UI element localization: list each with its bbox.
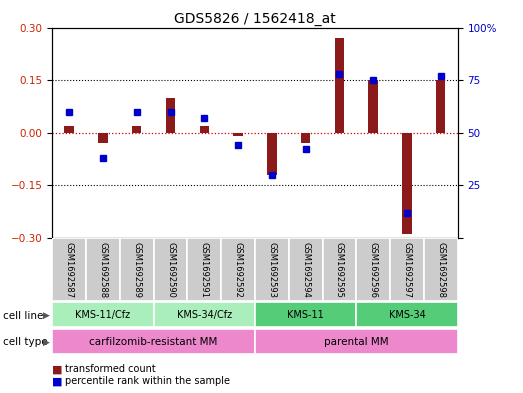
Bar xyxy=(200,126,209,132)
Bar xyxy=(233,132,243,136)
Text: KMS-34: KMS-34 xyxy=(389,310,425,320)
FancyBboxPatch shape xyxy=(390,238,424,301)
Text: percentile rank within the sample: percentile rank within the sample xyxy=(65,376,230,386)
Text: GSM1692597: GSM1692597 xyxy=(403,242,412,298)
FancyBboxPatch shape xyxy=(154,238,187,301)
FancyBboxPatch shape xyxy=(424,238,458,301)
Text: GSM1692590: GSM1692590 xyxy=(166,242,175,298)
Text: GSM1692591: GSM1692591 xyxy=(200,242,209,298)
FancyBboxPatch shape xyxy=(86,238,120,301)
FancyBboxPatch shape xyxy=(52,238,86,301)
Text: GSM1692593: GSM1692593 xyxy=(267,242,276,298)
Text: ■: ■ xyxy=(52,376,63,386)
Text: KMS-34/Cfz: KMS-34/Cfz xyxy=(177,310,232,320)
FancyBboxPatch shape xyxy=(356,302,458,327)
Text: ■: ■ xyxy=(52,364,63,375)
Bar xyxy=(368,80,378,132)
FancyBboxPatch shape xyxy=(323,238,356,301)
Bar xyxy=(166,97,175,132)
Bar xyxy=(267,132,277,174)
Bar xyxy=(335,38,344,132)
Title: GDS5826 / 1562418_at: GDS5826 / 1562418_at xyxy=(174,13,336,26)
FancyBboxPatch shape xyxy=(255,329,458,354)
Bar xyxy=(132,126,141,132)
Text: GSM1692588: GSM1692588 xyxy=(98,242,107,298)
Bar xyxy=(301,132,310,143)
FancyBboxPatch shape xyxy=(221,238,255,301)
FancyBboxPatch shape xyxy=(356,238,390,301)
Text: carfilzomib-resistant MM: carfilzomib-resistant MM xyxy=(89,336,218,347)
Text: GSM1692592: GSM1692592 xyxy=(234,242,243,298)
Text: GSM1692594: GSM1692594 xyxy=(301,242,310,298)
FancyBboxPatch shape xyxy=(289,238,323,301)
FancyBboxPatch shape xyxy=(255,302,356,327)
Text: parental MM: parental MM xyxy=(324,336,389,347)
Text: ▶: ▶ xyxy=(43,338,50,347)
Text: KMS-11: KMS-11 xyxy=(287,310,324,320)
Text: GSM1692596: GSM1692596 xyxy=(369,242,378,298)
Bar xyxy=(436,80,446,132)
FancyBboxPatch shape xyxy=(154,302,255,327)
Text: GSM1692595: GSM1692595 xyxy=(335,242,344,298)
Bar xyxy=(402,132,412,234)
FancyBboxPatch shape xyxy=(52,329,255,354)
FancyBboxPatch shape xyxy=(187,238,221,301)
Bar xyxy=(64,126,74,132)
Text: cell line: cell line xyxy=(3,310,43,321)
Text: GSM1692587: GSM1692587 xyxy=(65,242,74,298)
FancyBboxPatch shape xyxy=(120,238,154,301)
Text: transformed count: transformed count xyxy=(65,364,156,375)
Text: GSM1692598: GSM1692598 xyxy=(436,242,445,298)
FancyBboxPatch shape xyxy=(255,238,289,301)
Text: ▶: ▶ xyxy=(43,311,50,320)
Bar xyxy=(98,132,108,143)
FancyBboxPatch shape xyxy=(52,302,154,327)
Text: cell type: cell type xyxy=(3,337,47,347)
Text: KMS-11/Cfz: KMS-11/Cfz xyxy=(75,310,131,320)
Text: GSM1692589: GSM1692589 xyxy=(132,242,141,298)
